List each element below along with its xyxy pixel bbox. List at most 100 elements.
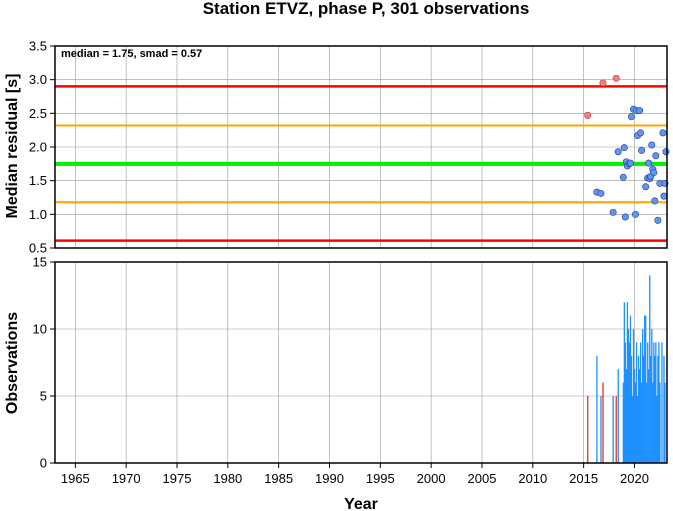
residual-y-tick-label: 2.0 — [29, 140, 47, 155]
residual-y-tick-label: 1.5 — [29, 173, 47, 188]
chart-title: Station ETVZ, phase P, 301 observations — [203, 0, 530, 18]
observation-bar — [634, 382, 637, 463]
observation-bar — [602, 382, 604, 463]
observation-bar — [656, 396, 658, 463]
observation-bar — [622, 382, 624, 463]
x-tick-label: 2020 — [620, 471, 649, 486]
observation-bar — [629, 315, 632, 463]
residual-point — [626, 159, 634, 167]
x-tick-label: 1975 — [163, 471, 192, 486]
observation-bar — [646, 382, 648, 463]
observation-bar — [624, 342, 627, 463]
residual-point — [584, 111, 592, 119]
residual-point — [662, 148, 670, 156]
residual-point — [637, 129, 645, 137]
observation-bar — [612, 396, 614, 463]
observation-bar — [626, 302, 629, 463]
residual-point — [638, 146, 646, 154]
residual-point — [654, 216, 662, 224]
observations-panel-frame — [54, 261, 668, 464]
residual-point — [614, 148, 622, 156]
residual-annotation: median = 1.75, smad = 0.57 — [61, 48, 202, 60]
observation-bar — [647, 342, 649, 463]
observations-panel: 0 5 10 15 1965 1970 1975 1980 1985 1990 1995 2000 2… — [4, 255, 668, 511]
observation-bar — [650, 355, 652, 463]
observation-bar — [587, 396, 589, 463]
x-tick-label: 1985 — [264, 471, 293, 486]
residual-point — [642, 183, 650, 191]
observation-bar — [628, 342, 631, 463]
x-tick-label: 1965 — [61, 471, 90, 486]
residual-y-tick-label: 2.5 — [29, 106, 47, 121]
observation-bar — [623, 302, 626, 463]
x-tick-label: 2015 — [569, 471, 598, 486]
observation-bar — [633, 369, 636, 463]
residual-point — [612, 74, 620, 82]
residual-point — [652, 152, 660, 160]
observation-bar — [658, 342, 660, 463]
observation-bar — [596, 355, 598, 463]
observation-bar — [615, 396, 617, 463]
residual-point — [659, 129, 667, 137]
observations-y-axis-label: Observations — [4, 312, 21, 414]
x-tick-label: 2000 — [417, 471, 446, 486]
residual-y-tick-label: 0.5 — [29, 241, 47, 256]
x-tick-label: 2010 — [518, 471, 547, 486]
observation-bar — [630, 355, 633, 463]
observation-bar — [644, 315, 646, 463]
observation-bar — [600, 396, 602, 463]
observation-bar — [663, 355, 665, 463]
observation-bar — [642, 329, 644, 463]
residual-point — [597, 189, 605, 197]
observation-bar — [664, 382, 666, 463]
observation-bar — [635, 342, 638, 463]
x-tick-label: 1990 — [315, 471, 344, 486]
observation-bar — [617, 369, 619, 463]
observation-bar — [661, 342, 663, 463]
observation-bar — [657, 355, 659, 463]
observation-bar — [645, 315, 647, 463]
residual-point — [631, 210, 639, 218]
residual-point — [651, 197, 659, 205]
observations-y-tick-label: 15 — [33, 255, 47, 270]
observation-bar — [655, 342, 657, 463]
observation-bar — [659, 382, 661, 463]
observation-bar — [654, 355, 656, 463]
residual-point — [609, 208, 617, 216]
residual-panel: 0.5 1.0 1.5 2.0 2.5 3.0 3.5 median = 1.75, sma… — [4, 39, 670, 256]
residual-y-tick-label: 3.0 — [29, 72, 47, 87]
residual-y-tick-label: 3.5 — [29, 39, 47, 54]
residual-point — [620, 144, 628, 152]
residual-y-axis-label: Median residual [s] — [4, 74, 21, 219]
observation-bar — [648, 369, 650, 463]
observation-bar — [639, 342, 642, 463]
observation-bar — [636, 396, 639, 463]
residual-point — [636, 107, 644, 115]
observation-bar — [632, 329, 635, 463]
observation-bar — [625, 369, 628, 463]
observations-y-tick-label: 10 — [33, 322, 47, 337]
observation-bar — [652, 382, 654, 463]
residual-point — [645, 159, 653, 167]
observation-bar — [638, 369, 641, 463]
observation-bar — [637, 355, 640, 463]
observation-bar — [640, 382, 643, 463]
observation-bar — [653, 342, 655, 463]
observation-bar — [649, 275, 651, 463]
observation-bar — [651, 329, 653, 463]
residual-point — [599, 79, 607, 87]
observation-bar — [627, 329, 630, 463]
x-tick-label: 1980 — [213, 471, 242, 486]
residual-point — [621, 213, 629, 221]
observations-y-tick-label: 0 — [40, 456, 47, 471]
observation-bar — [643, 355, 645, 463]
residual-point — [650, 169, 658, 177]
x-tick-label: 2005 — [468, 471, 497, 486]
residual-point — [648, 141, 656, 149]
residual-point — [660, 192, 668, 200]
residual-point — [627, 113, 635, 121]
x-axis-label: Year — [344, 496, 378, 511]
residual-y-tick-label: 1.0 — [29, 207, 47, 222]
residual-point — [619, 173, 627, 181]
